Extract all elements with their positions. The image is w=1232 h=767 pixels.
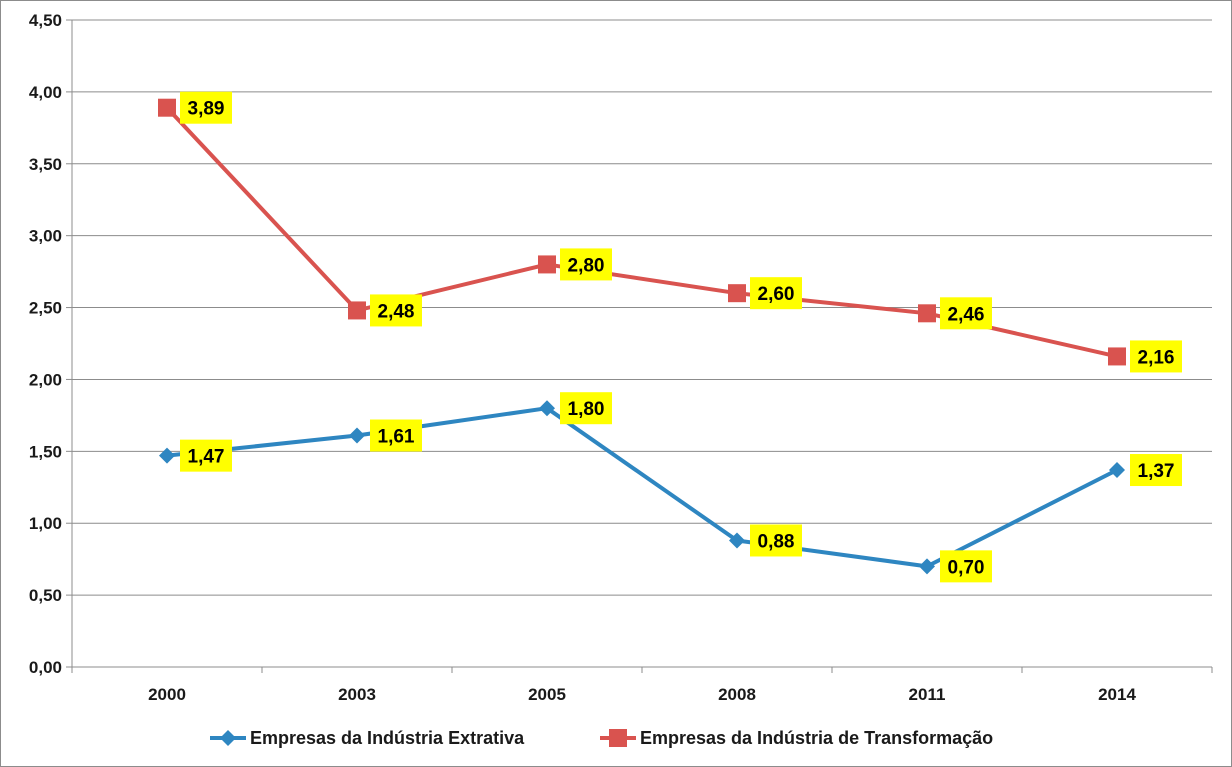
data-label: 2,46 xyxy=(948,304,985,325)
data-label: 2,16 xyxy=(1138,347,1175,368)
x-tick-label: 2011 xyxy=(909,685,946,704)
data-label-box xyxy=(750,524,802,557)
y-tick-label: 1,00 xyxy=(29,514,62,533)
x-tick-label: 2008 xyxy=(718,685,756,704)
y-tick-label: 1,50 xyxy=(29,442,62,461)
gridlines xyxy=(72,19,1212,596)
legend: Empresas da Indústria Extrativa Empresas … xyxy=(210,728,993,748)
legend-label: Empresas da Indústria de Transformação xyxy=(640,728,993,748)
data-labels: 1,47 1,61 1,80 0,88 0,70 1,37 3,89 2,48 2,80 2,60… xyxy=(180,91,1182,583)
series-line xyxy=(166,406,1118,569)
y-tick-label: 2,50 xyxy=(29,299,62,318)
y-tick-label: 4,00 xyxy=(29,83,62,102)
data-label-box xyxy=(1130,340,1182,373)
axes: 0,00 0,50 1,00 1,50 2,00 2,50 3,00 3,50 4,00 4,50… xyxy=(29,11,1213,704)
square-marker xyxy=(538,255,556,274)
data-label-box xyxy=(370,419,422,452)
square-marker xyxy=(348,301,366,320)
diamond-marker xyxy=(349,427,365,444)
data-label: 0,88 xyxy=(758,531,795,552)
y-tick-label: 2,00 xyxy=(29,370,62,389)
data-label-box xyxy=(180,439,232,472)
x-tick-label: 2005 xyxy=(528,685,566,704)
data-label-box xyxy=(940,297,992,330)
data-label: 3,89 xyxy=(188,99,225,120)
data-label-box xyxy=(370,294,422,327)
square-marker xyxy=(918,304,936,323)
x-tick-label: 2000 xyxy=(148,685,186,704)
data-label: 2,80 xyxy=(568,255,605,276)
x-tick-label: 2003 xyxy=(338,685,376,704)
y-tick-label: 0,50 xyxy=(29,586,62,605)
data-label: 1,37 xyxy=(1138,461,1175,482)
y-tick-label: 3,50 xyxy=(29,155,62,174)
data-label-box xyxy=(750,277,802,310)
square-marker xyxy=(1108,347,1126,366)
data-label: 1,80 xyxy=(568,399,605,420)
series xyxy=(158,98,1126,575)
data-label: 1,61 xyxy=(378,427,415,448)
diamond-marker xyxy=(220,730,236,746)
data-label-box xyxy=(560,248,612,281)
diamond-marker xyxy=(539,400,555,417)
data-label-box xyxy=(180,91,232,124)
square-marker xyxy=(158,98,176,117)
square-marker xyxy=(728,284,746,303)
y-tick-label: 3,00 xyxy=(29,227,62,246)
y-tick-label: 4,50 xyxy=(29,11,62,30)
y-tick-label: 0,00 xyxy=(29,658,62,677)
data-label: 1,47 xyxy=(188,447,225,468)
x-tick-label: 2014 xyxy=(1098,685,1136,704)
data-label: 2,60 xyxy=(758,284,795,305)
diamond-marker xyxy=(159,447,175,464)
data-label-box xyxy=(560,392,612,425)
diamond-marker xyxy=(919,558,935,575)
data-label: 0,70 xyxy=(948,557,985,578)
square-marker xyxy=(609,729,627,747)
data-label: 2,48 xyxy=(378,301,415,322)
data-label-box xyxy=(940,550,992,583)
diamond-marker xyxy=(729,532,745,549)
diamond-marker xyxy=(1109,462,1125,479)
legend-label: Empresas da Indústria Extrativa xyxy=(250,728,525,748)
data-label-box xyxy=(1130,454,1182,487)
